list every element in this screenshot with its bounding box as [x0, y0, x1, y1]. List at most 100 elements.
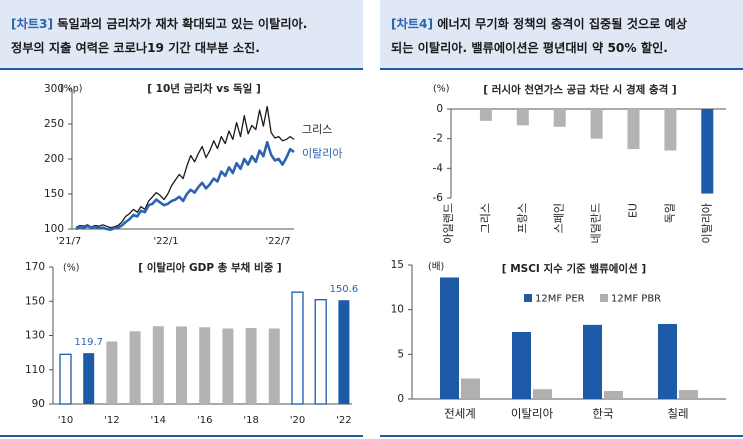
valuation-bar-pbr-2	[604, 390, 623, 399]
left-bottom-rule	[0, 435, 363, 437]
shock-bar-4	[590, 109, 603, 139]
left-heading-line1: [차트3] 독일과의 금리차가 재차 확대되고 있는 이탈리아.	[11, 14, 307, 32]
shock-chart-title: [ 러시아 천연가스 공급 차단 시 경제 충격 ]	[483, 83, 676, 96]
shock-category-label: 아일랜드	[441, 203, 455, 243]
debt-bar-18	[245, 327, 257, 404]
valuation-chart-y-tick-label: 0	[397, 393, 404, 405]
valuation-chart-unit: (배)	[428, 262, 444, 273]
line-chart-title: [ 10년 금리차 vs 독일 ]	[147, 82, 261, 95]
legend-label-italy: 이탈리아	[302, 147, 342, 160]
valuation-bar-per-2	[583, 324, 602, 399]
line-chart-unit: (%p)	[60, 84, 82, 95]
valuation-bar-pbr-1	[533, 389, 552, 399]
valuation-legend-label: 12MF PER	[535, 294, 585, 305]
shock-category-label: 그리스	[479, 203, 492, 233]
valuation-bar-per-3	[658, 323, 677, 399]
left-panel: [차트3] 독일과의 금리차가 재차 확대되고 있는 이탈리아. 정부의 지출 …	[0, 0, 363, 439]
right-chart-tag: [차트4]	[391, 17, 434, 31]
left-heading-line2: 정부의 지출 여력은 코로나19 기간 대부분 소진.	[11, 41, 260, 55]
left-heading-text1: 독일과의 금리차가 재차 확대되고 있는 이탈리아.	[57, 17, 308, 31]
debt-chart-x-tick-label: '12	[104, 415, 119, 426]
right-bottom-rule	[380, 435, 743, 437]
line-series-italy	[75, 140, 295, 231]
valuation-category-label: 칠레	[667, 407, 688, 421]
valuation-chart-y-tick-label: 5	[397, 348, 404, 360]
debt-bar-16	[199, 327, 211, 404]
shock-bar-2	[516, 109, 529, 126]
valuation-bar-per-1	[512, 332, 531, 399]
debt-data-label: 119.7	[74, 337, 103, 348]
shock-chart-y-tick-label: -6	[433, 192, 444, 204]
debt-chart-x-tick-label: '10	[58, 415, 73, 426]
right-heading-line2: 되는 이탈리아. 밸류에이션은 평년대비 약 50% 할인.	[391, 41, 668, 55]
legend-label-greece: 그리스	[302, 123, 332, 136]
debt-bar-19	[268, 328, 280, 404]
debt-bar-14	[152, 326, 164, 404]
line-chart-x-tick-label: '21/7	[56, 236, 81, 247]
valuation-bar-per-0	[440, 277, 459, 399]
line-chart-y-tick-label: 300	[44, 83, 64, 95]
shock-bar-7	[701, 109, 714, 194]
shock-category-label: 스페인	[553, 203, 566, 233]
valuation-category-label: 전세계	[444, 407, 476, 421]
debt-bar-22	[338, 300, 350, 404]
shock-bar-1	[479, 109, 492, 121]
line-chart-y-tick-label: 100	[44, 223, 64, 235]
valuation-category-label: 이탈리아	[511, 407, 554, 421]
line-chart-x-tick-label: '22/1	[153, 236, 178, 247]
debt-chart-y-tick-label: 110	[25, 364, 45, 376]
shock-category-label: 프랑스	[516, 203, 529, 233]
valuation-bar-pbr-3	[679, 390, 698, 399]
right-header: [차트4] 에너지 무기화 정책의 충격이 집중될 것으로 예상 되는 이탈리아…	[380, 0, 743, 68]
debt-bar-10	[59, 353, 72, 405]
debt-chart-x-tick-label: '16	[197, 415, 212, 426]
debt-chart-x-tick-label: '20	[290, 415, 305, 426]
right-panel: [차트4] 에너지 무기화 정책의 충격이 집중될 것으로 예상 되는 이탈리아…	[380, 0, 743, 439]
line-series-greece	[75, 105, 295, 229]
shock-chart-y-tick-label: -4	[433, 162, 444, 174]
right-top-rule	[380, 68, 743, 70]
debt-chart-title: [ 이탈리아 GDP 총 부채 비중 ]	[138, 261, 282, 274]
left-header: [차트3] 독일과의 금리차가 재차 확대되고 있는 이탈리아. 정부의 지출 …	[0, 0, 363, 68]
debt-bar-17	[222, 328, 234, 404]
debt-chart-x-tick-label: '14	[151, 415, 166, 426]
right-heading-text1: 에너지 무기화 정책의 충격이 집중될 것으로 예상	[437, 17, 688, 31]
debt-bar-21	[314, 299, 327, 405]
shock-chart-unit: (%)	[433, 84, 449, 95]
debt-data-label: 150.6	[330, 284, 359, 295]
shock-bar-5	[627, 109, 640, 150]
shock-category-label: EU	[627, 203, 640, 218]
debt-chart-x-tick-label: '18	[243, 415, 258, 426]
line-chart-x-tick-label: '22/7	[265, 236, 290, 247]
debt-chart-y-tick-label: 130	[25, 330, 45, 342]
shock-category-label: 네덜란드	[590, 203, 603, 243]
valuation-legend-swatch	[524, 294, 532, 302]
shock-bar-3	[553, 109, 566, 127]
debt-bar-20	[291, 291, 304, 405]
valuation-legend-swatch	[600, 294, 608, 302]
valuation-chart-title: [ MSCI 지수 기준 밸류에이션 ]	[502, 262, 646, 275]
debt-bar-12	[106, 341, 118, 404]
right-heading-line1: [차트4] 에너지 무기화 정책의 충격이 집중될 것으로 예상	[391, 14, 687, 32]
valuation-category-label: 한국	[592, 407, 613, 421]
debt-chart-unit: (%)	[63, 263, 79, 274]
debt-chart-y-tick-label: 170	[25, 261, 45, 273]
valuation-bar-pbr-0	[461, 378, 480, 399]
valuation-legend-label: 12MF PBR	[611, 294, 661, 305]
line-chart-y-tick-label: 250	[44, 118, 64, 130]
shock-category-label: 독일	[662, 203, 676, 223]
debt-bar-11	[83, 353, 95, 404]
left-top-rule	[0, 68, 363, 70]
debt-bar-15	[176, 326, 187, 404]
line-chart-y-tick-label: 200	[44, 153, 64, 165]
shock-chart-y-tick-label: 0	[436, 103, 443, 115]
valuation-chart-y-tick-label: 10	[391, 304, 404, 316]
valuation-chart-y-tick-label: 15	[391, 259, 404, 271]
shock-chart-y-tick-label: -2	[433, 133, 443, 145]
left-chart-tag: [차트3]	[11, 17, 54, 31]
shock-category-label: 이탈리아	[700, 203, 713, 243]
line-chart-y-tick-label: 150	[44, 188, 64, 200]
debt-chart-x-tick-label: '22	[336, 415, 351, 426]
shock-bar-6	[664, 109, 677, 151]
